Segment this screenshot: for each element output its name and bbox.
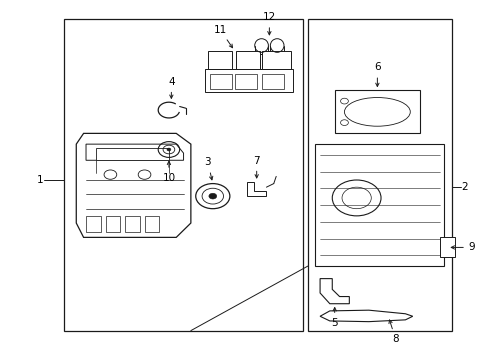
Text: 9: 9 [450,242,474,252]
Circle shape [340,98,347,104]
Bar [439,237,454,257]
Text: 3: 3 [204,157,212,180]
Bar [207,51,232,69]
Text: 7: 7 [253,156,260,178]
Text: 5: 5 [331,307,337,328]
Bar [334,90,419,134]
Bar [210,74,232,89]
Bar [307,19,451,330]
Bar [144,216,159,232]
Bar [261,74,283,89]
Circle shape [208,193,216,199]
Text: 2: 2 [461,182,467,192]
Bar [234,74,256,89]
Text: 10: 10 [162,161,175,183]
Bar [125,216,140,232]
Text: 12: 12 [262,12,275,35]
Bar [64,19,303,330]
Circle shape [166,148,170,151]
Bar [96,148,168,160]
Text: 11: 11 [213,25,232,48]
Text: 1: 1 [37,175,43,185]
Bar [105,216,120,232]
Text: 6: 6 [373,62,380,86]
Text: 8: 8 [388,320,398,344]
Circle shape [340,120,347,126]
Bar [235,51,260,69]
Bar [261,51,290,69]
Bar [315,144,444,266]
Bar [86,216,101,232]
Bar [205,69,293,92]
Text: 4: 4 [168,77,174,98]
